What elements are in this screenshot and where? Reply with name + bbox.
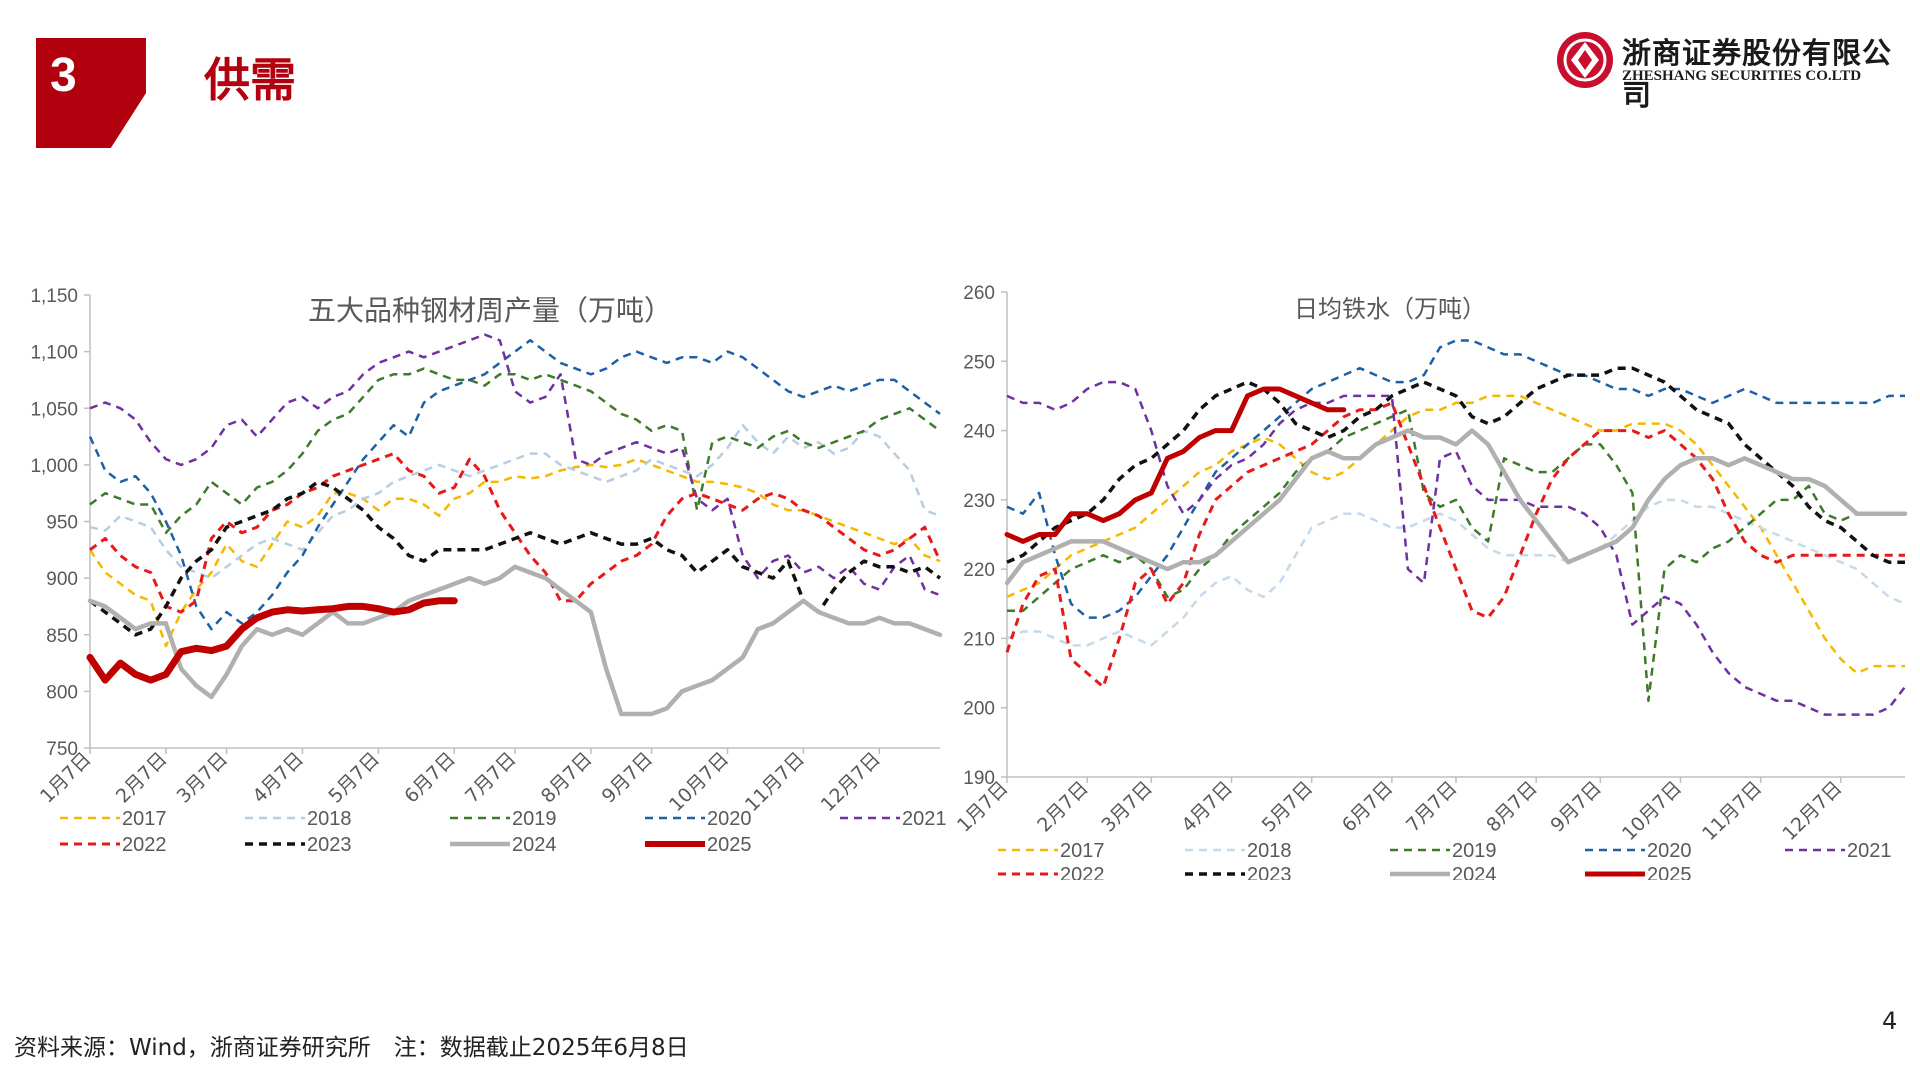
y-tick-label: 800 [46, 682, 78, 703]
x-tick-label: 8月7日 [1482, 777, 1542, 837]
y-tick-label: 190 [963, 768, 995, 789]
x-tick-label: 4月7日 [1178, 777, 1238, 837]
section-number: 3 [50, 49, 77, 102]
legend-label-2019: 2019 [512, 808, 557, 830]
y-tick-label: 260 [963, 283, 995, 304]
x-tick-label: 3月7日 [173, 748, 233, 808]
series-line-2023 [88, 480, 942, 637]
legend-label-2020: 2020 [707, 808, 752, 830]
series-line-2022 [89, 452, 942, 614]
y-tick-label: 1,150 [30, 286, 78, 307]
x-tick-label: 2月7日 [112, 748, 172, 808]
legend-label-2019: 2019 [1452, 840, 1497, 862]
x-tick-label: 5月7日 [324, 748, 384, 808]
series-line-2021 [1006, 380, 1906, 716]
series-line-2017 [88, 457, 941, 648]
company-name-en: ZHESHANG SECURITIES CO.LTD [1622, 68, 1862, 84]
x-tick-label: 7月7日 [461, 748, 521, 808]
x-tick-label: 12月7日 [817, 748, 885, 816]
section-title: 供需 [204, 53, 296, 107]
legend-label-2025: 2025 [707, 834, 752, 856]
legend-label-2018: 2018 [1247, 840, 1292, 862]
series-line-2025 [1004, 386, 1347, 544]
series-line-2018 [89, 423, 941, 580]
x-tick-label: 8月7日 [537, 748, 597, 808]
x-tick-label: 9月7日 [598, 748, 658, 808]
y-tick-label: 210 [963, 629, 995, 650]
x-tick-label: 10月7日 [665, 748, 733, 816]
x-tick-label: 7月7日 [1402, 777, 1462, 837]
y-tick-label: 220 [963, 560, 995, 581]
x-tick-label: 6月7日 [400, 748, 460, 808]
chart-title: 日均铁水（万吨） [1294, 295, 1486, 323]
y-tick-label: 1,050 [30, 399, 78, 420]
series-line-2017 [1006, 394, 1905, 675]
chart-title: 五大品种钢材周产量（万吨） [308, 294, 672, 327]
x-tick-label: 4月7日 [249, 748, 309, 808]
page-number: 4 [1882, 1007, 1898, 1035]
y-tick-label: 1,000 [30, 456, 78, 477]
series-line-2020 [88, 339, 941, 631]
x-tick-label: 5月7日 [1258, 777, 1318, 837]
series-line-2020 [1006, 339, 1905, 619]
legend-label-2023: 2023 [1247, 864, 1292, 880]
series-line-2021 [89, 333, 941, 597]
x-tick-label: 6月7日 [1338, 777, 1398, 837]
series-line-2025 [86, 597, 458, 684]
series-line-2019 [89, 367, 941, 535]
series-line-2024 [87, 564, 943, 717]
y-tick-label: 900 [46, 569, 78, 590]
x-tick-label: 11月7日 [741, 748, 809, 816]
y-tick-label: 200 [963, 699, 995, 720]
legend-label-2025: 2025 [1647, 864, 1692, 880]
footer-source: 资料来源：Wind，浙商证券研究所 注：数据截止2025年6月8日 [14, 1035, 689, 1061]
legend-label-2021: 2021 [902, 808, 947, 830]
y-tick-label: 230 [963, 491, 995, 512]
legend-label-2017: 2017 [122, 808, 167, 830]
legend-label-2022: 2022 [1060, 864, 1105, 880]
company-name-cn: 浙商证券股份有限公司 [1622, 36, 1893, 112]
x-tick-label: 9月7日 [1546, 777, 1606, 837]
series-line-2024 [1004, 428, 1908, 586]
legend-label-2017: 2017 [1060, 840, 1105, 862]
series-line-2019 [1007, 408, 1905, 703]
y-tick-label: 1,100 [30, 343, 78, 364]
legend-label-2020: 2020 [1647, 840, 1692, 862]
y-tick-label: 950 [46, 513, 78, 534]
y-tick-label: 750 [46, 739, 78, 760]
series-line-2022 [1005, 401, 1905, 689]
x-tick-label: 2月7日 [1033, 777, 1093, 837]
legend-label-2024: 2024 [512, 834, 557, 856]
x-tick-label: 3月7日 [1097, 777, 1157, 837]
x-tick-label: 10月7日 [1618, 777, 1686, 845]
y-tick-label: 250 [963, 352, 995, 373]
legend-label-2023: 2023 [307, 834, 352, 856]
legend-label-2018: 2018 [307, 808, 352, 830]
series-line-2018 [1006, 498, 1906, 647]
legend-label-2022: 2022 [122, 834, 167, 856]
company-logo-icon [1557, 32, 1613, 88]
x-tick-label: 12月7日 [1778, 777, 1846, 845]
x-tick-label: 11月7日 [1698, 777, 1766, 845]
y-tick-label: 240 [963, 422, 995, 443]
y-tick-label: 850 [46, 626, 78, 647]
legend-label-2024: 2024 [1452, 864, 1497, 880]
series-line-2023 [1006, 366, 1905, 564]
legend-label-2021: 2021 [1847, 840, 1892, 862]
